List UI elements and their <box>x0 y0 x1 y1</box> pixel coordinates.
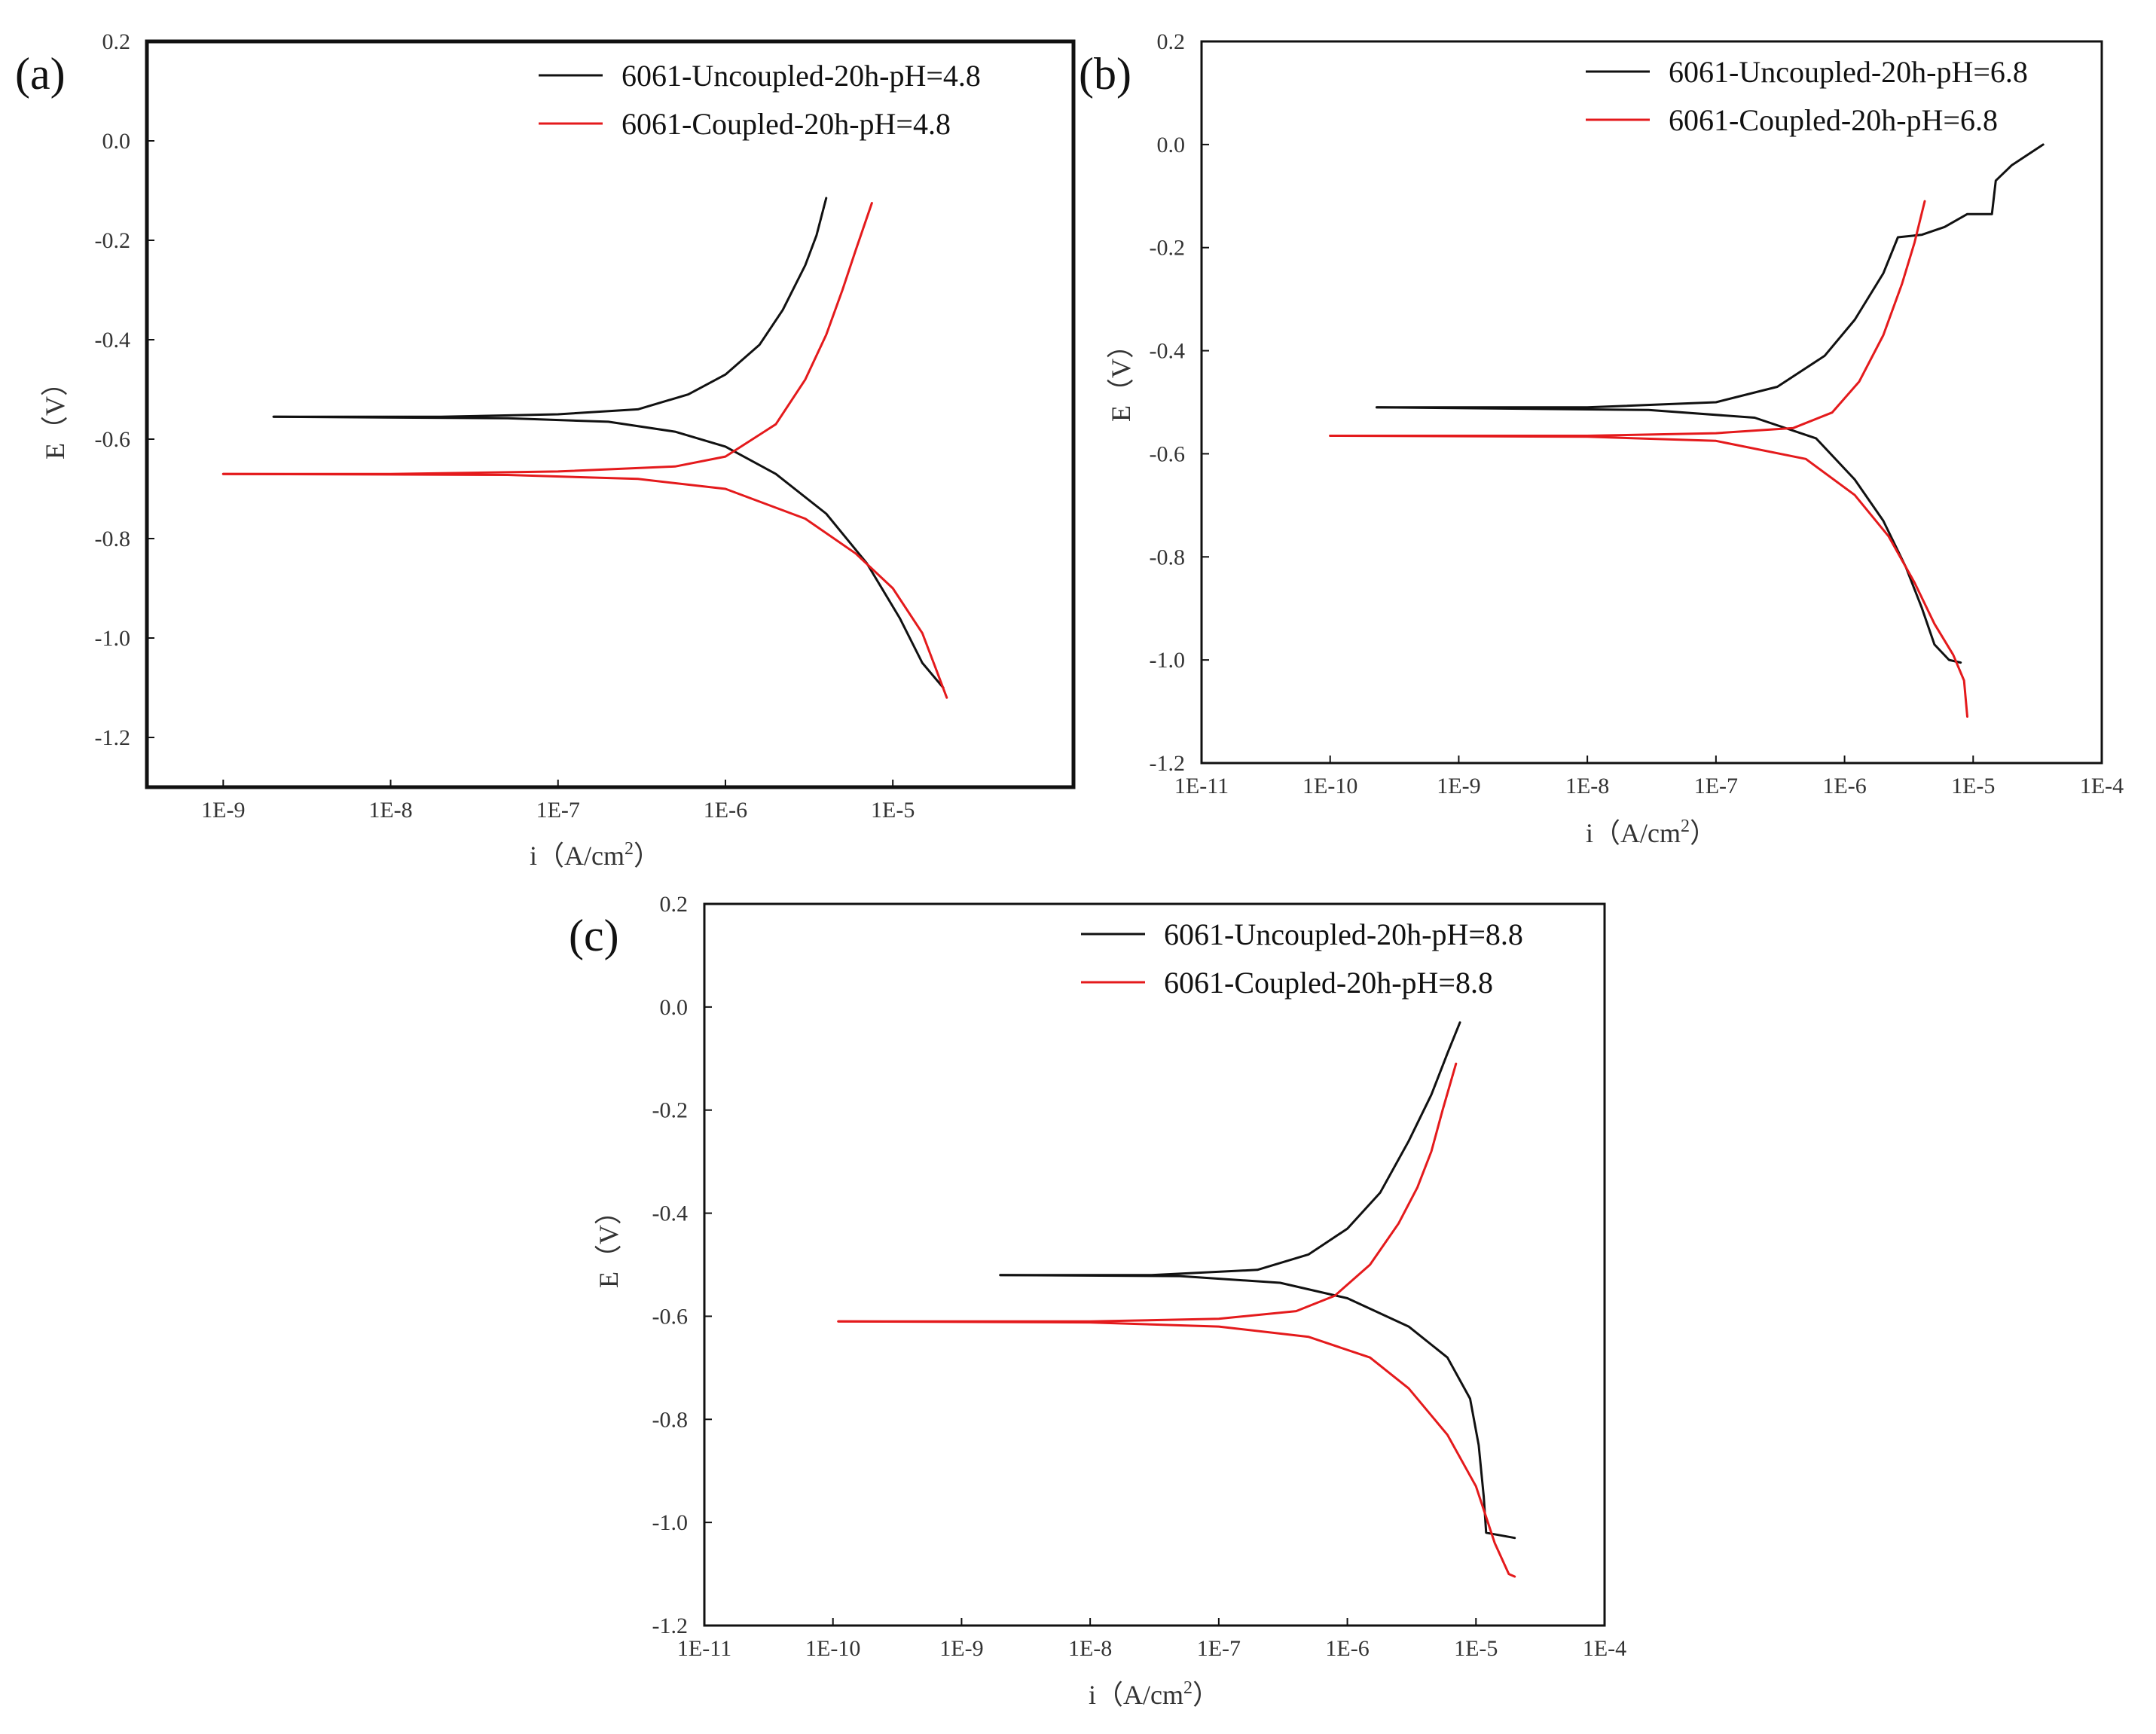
x-tick-label: 1E-6 <box>1822 774 1866 798</box>
y-tick-label: -0.6 <box>652 1304 689 1329</box>
x-axis-label-sup: 2 <box>1681 817 1690 836</box>
panel-label: (c) <box>569 911 619 960</box>
x-axis-label-main: i（A/cm <box>1089 1680 1183 1710</box>
panel-c: (c) E（V） i（A/cm2） 0.2 0.0 -0.2 -0.4 -0.6 -0.8… <box>569 892 1626 1710</box>
x-tick-label: 1E-10 <box>1302 774 1357 798</box>
x-ticks: 1E-9 1E-8 1E-7 1E-6 1E-5 <box>201 780 915 823</box>
series-1-anodic-branch <box>1376 143 2045 409</box>
legend-label: 6061-Coupled-20h-pH=6.8 <box>1669 103 1998 137</box>
y-axis-label: E（V） <box>594 1198 624 1288</box>
x-axis-label-end: ） <box>634 841 661 871</box>
y-axis-label: E（V） <box>1106 331 1136 422</box>
panel-b: (b) E（V） i（A/cm2） 0.2 0.0 -0.2 -0.4 -0.6 -0.8… <box>1079 29 2124 848</box>
legend: 6061-Uncoupled-20h-pH=6.8 6061-Coupled-20… <box>1586 55 2028 137</box>
x-tick-label: 1E-8 <box>368 798 412 823</box>
y-tick-label: -1.0 <box>1150 648 1186 673</box>
series-1-cathodic-branch <box>1376 406 1962 664</box>
legend-label: 6061-Uncoupled-20h-pH=8.8 <box>1164 917 1523 951</box>
x-axis-label-end: ） <box>1690 818 1717 848</box>
y-tick-label: 0.0 <box>660 995 689 1020</box>
y-tick-label: -0.4 <box>652 1201 689 1226</box>
y-tick-label: 0.0 <box>1157 133 1186 157</box>
y-tick-label: -1.0 <box>95 626 131 651</box>
y-tick-label: 0.2 <box>102 29 131 54</box>
legend-label: 6061-Uncoupled-20h-pH=6.8 <box>1669 55 2028 89</box>
y-tick-label: -0.8 <box>95 527 131 551</box>
x-tick-label: 1E-7 <box>536 798 580 823</box>
y-tick-label: -0.4 <box>1150 339 1186 364</box>
series-1-cathodic-branch <box>272 415 945 689</box>
x-tick-label: 1E-10 <box>805 1636 860 1661</box>
series-2-cathodic-branch <box>1329 435 1968 718</box>
x-ticks: 1E-11 1E-10 1E-9 1E-8 1E-7 1E-6 1E-5 1E-4 <box>1174 756 2124 798</box>
x-axis-label: i（A/cm2） <box>1586 817 1717 848</box>
curves <box>1329 143 2045 718</box>
y-axis-label: E（V） <box>40 369 70 459</box>
x-axis-label-sup: 2 <box>1183 1678 1193 1698</box>
y-tick-label: -0.2 <box>95 228 131 253</box>
x-tick-label: 1E-6 <box>704 798 747 823</box>
y-ticks: 0.2 0.0 -0.2 -0.4 -0.6 -0.8 -1.0 -1.2 <box>95 29 154 750</box>
panel-label: (a) <box>15 49 66 99</box>
legend-label: 6061-Uncoupled-20h-pH=4.8 <box>621 59 981 93</box>
curves <box>837 1021 1516 1578</box>
series-2-anodic-branch <box>837 1062 1458 1323</box>
series-2-anodic-branch <box>1329 200 1926 437</box>
x-tick-label: 1E-9 <box>1437 774 1480 798</box>
y-tick-label: 0.2 <box>1157 29 1186 54</box>
y-tick-label: -1.2 <box>1150 751 1186 776</box>
x-ticks: 1E-11 1E-10 1E-9 1E-8 1E-7 1E-6 1E-5 1E-4 <box>677 1618 1626 1661</box>
x-axis-label: i（A/cm2） <box>1089 1678 1220 1710</box>
x-tick-label: 1E-11 <box>677 1636 731 1661</box>
x-tick-label: 1E-6 <box>1325 1636 1369 1661</box>
x-axis-label-sup: 2 <box>625 839 634 859</box>
y-tick-label: -0.4 <box>95 328 131 353</box>
x-tick-label: 1E-4 <box>2080 774 2124 798</box>
y-tick-label: -0.2 <box>1150 236 1186 261</box>
y-tick-label: -1.2 <box>652 1613 689 1638</box>
y-tick-label: 0.0 <box>102 129 131 154</box>
y-tick-label: -0.8 <box>1150 545 1186 569</box>
y-tick-label: -0.8 <box>652 1407 689 1432</box>
x-tick-label: 1E-8 <box>1068 1636 1112 1661</box>
x-tick-label: 1E-9 <box>201 798 245 823</box>
y-tick-label: -1.0 <box>652 1510 689 1535</box>
x-axis-label-main: i（A/cm <box>1586 818 1681 848</box>
x-tick-label: 1E-11 <box>1174 774 1229 798</box>
y-tick-label: -0.6 <box>1150 441 1186 466</box>
y-tick-label: -0.2 <box>652 1098 689 1123</box>
y-tick-label: -0.6 <box>95 427 131 452</box>
y-ticks: 0.2 0.0 -0.2 -0.4 -0.6 -0.8 -1.0 -1.2 <box>652 892 712 1638</box>
x-tick-label: 1E-7 <box>1694 774 1738 798</box>
series-2-cathodic-branch <box>837 1320 1516 1578</box>
y-tick-label: -1.2 <box>95 725 131 750</box>
panel-a: (a) E（V） i（A/cm2） 0.2 0.0 -0.2 -0.4 -0.6 -0.8… <box>15 29 1076 871</box>
curves <box>221 197 948 699</box>
plot-frame <box>703 902 1606 1627</box>
x-tick-label: 1E-8 <box>1565 774 1609 798</box>
panel-label: (b) <box>1079 49 1131 99</box>
plot-frame <box>145 39 1076 789</box>
series-1-anodic-branch <box>999 1021 1461 1277</box>
x-tick-label: 1E-4 <box>1583 1636 1626 1661</box>
x-tick-label: 1E-5 <box>1951 774 1995 798</box>
x-tick-label: 1E-9 <box>939 1636 983 1661</box>
series-1-anodic-branch <box>272 197 828 418</box>
x-axis-label-main: i（A/cm <box>530 841 625 871</box>
legend-label: 6061-Coupled-20h-pH=8.8 <box>1164 966 1493 1000</box>
x-tick-label: 1E-5 <box>871 798 915 823</box>
legend-label: 6061-Coupled-20h-pH=4.8 <box>621 107 951 141</box>
series-2-cathodic-branch <box>221 472 948 699</box>
legend: 6061-Uncoupled-20h-pH=8.8 6061-Coupled-20… <box>1081 917 1523 1000</box>
x-tick-label: 1E-7 <box>1197 1636 1241 1661</box>
y-ticks: 0.2 0.0 -0.2 -0.4 -0.6 -0.8 -1.0 -1.2 <box>1150 29 1209 776</box>
legend: 6061-Uncoupled-20h-pH=4.8 6061-Coupled-20… <box>539 59 981 141</box>
x-axis-label: i（A/cm2） <box>530 839 661 871</box>
x-axis-label-end: ） <box>1193 1680 1220 1710</box>
x-tick-label: 1E-5 <box>1454 1636 1498 1661</box>
series-2-anodic-branch <box>221 202 873 475</box>
y-tick-label: 0.2 <box>660 892 689 917</box>
plot-frame <box>1200 40 2103 765</box>
